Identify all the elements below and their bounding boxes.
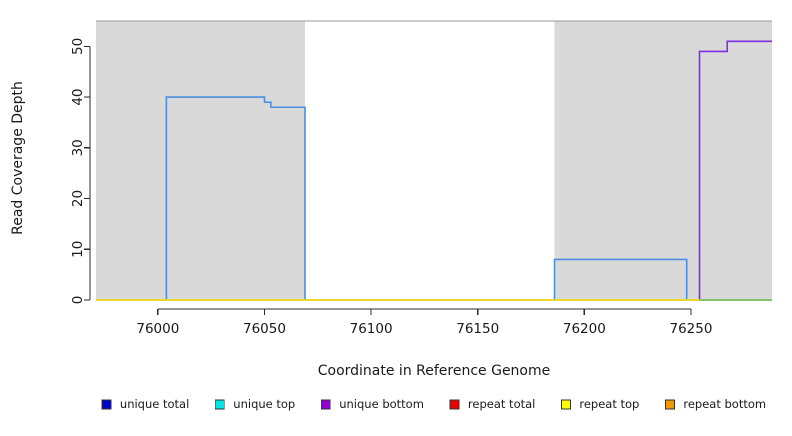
legend-item-repeat-bottom[interactable]: repeat bottom: [664, 397, 766, 411]
legend-swatch-unique-top: [214, 399, 225, 410]
legend-swatch-unique-bottom: [320, 399, 331, 410]
y-tick-label: 50: [70, 38, 86, 55]
x-tick-label: 76100: [350, 321, 393, 337]
y-axis: 0 10 20 30 40 50: [70, 38, 91, 305]
legend-item-unique-top[interactable]: unique top: [214, 397, 295, 411]
legend: unique total unique top unique bottom repea…: [101, 397, 766, 411]
legend-item-unique-bottom[interactable]: unique bottom: [320, 397, 424, 411]
legend-swatch-repeat-bottom: [664, 399, 675, 410]
coverage-series-group: [96, 40, 772, 301]
legend-item-repeat-top[interactable]: repeat top: [560, 397, 639, 411]
x-tick-label: 76050: [243, 321, 286, 337]
y-tick-label: 20: [70, 190, 86, 207]
y-axis-title: Read Coverage Depth: [10, 81, 26, 235]
legend-label: repeat total: [468, 397, 535, 411]
legend-label: repeat bottom: [683, 397, 766, 411]
y-tick-label: 30: [70, 139, 86, 156]
legend-label: unique bottom: [339, 397, 424, 411]
x-tick-label: 76200: [563, 321, 606, 337]
legend-label: repeat top: [579, 397, 639, 411]
legend-swatch-unique-total: [101, 399, 112, 410]
x-axis: 76000 76050 76100 76150 76200 76250: [136, 308, 712, 337]
y-tick-label: 10: [70, 241, 86, 258]
legend-swatch-repeat-total: [449, 399, 460, 410]
y-tick-label: 0: [70, 296, 86, 305]
x-tick-label: 76150: [456, 321, 499, 337]
series-unique-total: [96, 96, 772, 301]
x-tick-label: 76000: [136, 321, 179, 337]
legend-item-repeat-total[interactable]: repeat total: [449, 397, 535, 411]
repeat-region-right: [554, 21, 772, 300]
y-tick-label: 40: [70, 88, 86, 105]
legend-label: unique total: [120, 397, 189, 411]
x-axis-title: Coordinate in Reference Genome: [318, 363, 551, 379]
repeat-region-left: [96, 21, 305, 300]
legend-swatch-repeat-top: [560, 399, 571, 410]
shaded-repeat-bands: [96, 21, 772, 300]
x-tick-label: 76250: [669, 321, 712, 337]
legend-label: unique top: [233, 397, 295, 411]
legend-item-unique-total[interactable]: unique total: [101, 397, 189, 411]
